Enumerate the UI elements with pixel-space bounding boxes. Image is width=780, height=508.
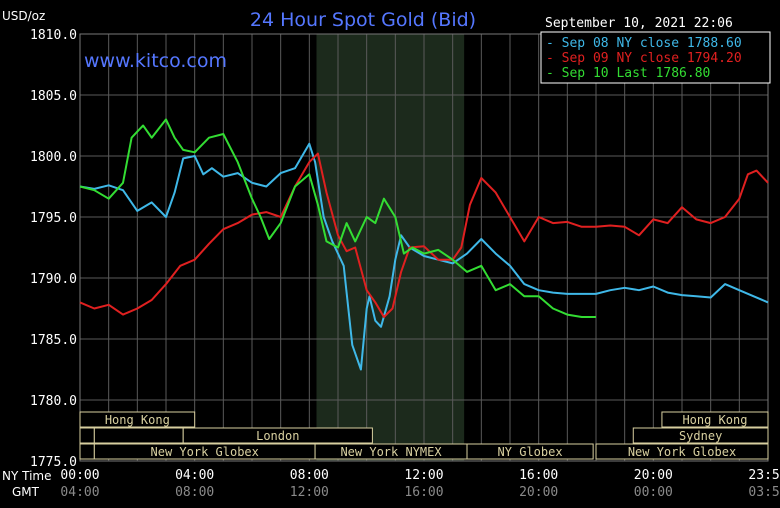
y-tick-label: 1780.0 [30,394,77,409]
x-tick-label-ny: 08:00 [290,468,329,483]
x-tick-labels: 00:00 04:00 08:00 12:00 16:00 20:00 23:59 04:00… [60,468,780,500]
shaded-session [316,34,465,461]
session-label: Sydney [679,429,722,443]
session-bar [79,427,95,444]
legend-entry-1: - Sep 08 NY close 1788.60 [546,36,742,51]
x-tick-label-gmt: 08:00 [175,485,214,500]
session-label: Hong Kong [105,413,170,427]
session-bar [182,427,373,444]
x-tick-label-gmt: 04:00 [60,485,99,500]
ny-time-label: NY Time [2,469,52,483]
legend-entry-2: - Sep 09 NY close 1794.20 [546,51,742,66]
y-tick-label: 1805.0 [30,89,77,104]
nymex-shade [316,34,465,461]
timestamp: September 10, 2021 22:06 [545,16,733,31]
x-tick-label-ny: 00:00 [60,468,99,483]
session-label: New York Globex [628,445,736,459]
watermark: www.kitco.com [84,50,227,72]
session-bar [79,411,196,428]
series-line-2 [79,152,769,318]
session-bar [466,443,594,460]
y-axis-label: USD/oz [2,9,45,23]
session-bar [632,427,769,444]
legend-box [540,31,771,84]
y-tick-label: 1775.0 [30,455,77,470]
series-line-3 [79,118,596,318]
session-label: Hong Kong [682,413,747,427]
plot-frame [79,33,769,462]
grid [79,33,769,462]
x-tick-label-gmt: 03:59 [748,485,780,500]
x-tick-label-gmt: 12:00 [290,485,329,500]
x-tick-label-ny: 16:00 [519,468,558,483]
x-tick-label-gmt: 20:00 [519,485,558,500]
x-tick-label-ny: 20:00 [634,468,673,483]
y-tick-label: 1800.0 [30,150,77,165]
series-line-1 [79,142,769,371]
gmt-label: GMT [12,485,40,499]
legend-entry-3: - Sep 10 Last 1786.80 [546,66,710,81]
session-label: New York Globex [151,445,259,459]
y-tick-labels: 1810.0 1805.0 1800.0 1795.0 1790.0 1785.0 1780… [30,28,77,470]
session-bar [93,427,184,444]
y-tick-label: 1785.0 [30,333,77,348]
x-tick-label-ny: 12:00 [404,468,443,483]
y-tick-label: 1795.0 [30,211,77,226]
legend: - Sep 08 NY close 1788.60- Sep 09 NY clo… [546,36,742,81]
session-bars: Hong Kong London New York Globex New York N… [79,411,769,460]
y-tick-label: 1810.0 [30,28,77,43]
x-tick-label-gmt: 00:00 [634,485,673,500]
session-label: London [256,429,299,443]
session-label: New York NYMEX [340,445,442,459]
x-tick-label-gmt: 16:00 [404,485,443,500]
session-bar [595,443,769,460]
session-bar [79,443,95,460]
chart-title: 24 Hour Spot Gold (Bid) [250,9,476,31]
x-tick-label-ny: 23:59 [748,468,780,483]
series-lines [79,118,769,371]
y-tick-label: 1790.0 [30,272,77,287]
session-label: NY Globex [498,445,563,459]
session-bar [661,411,769,428]
x-tick-label-ny: 04:00 [175,468,214,483]
